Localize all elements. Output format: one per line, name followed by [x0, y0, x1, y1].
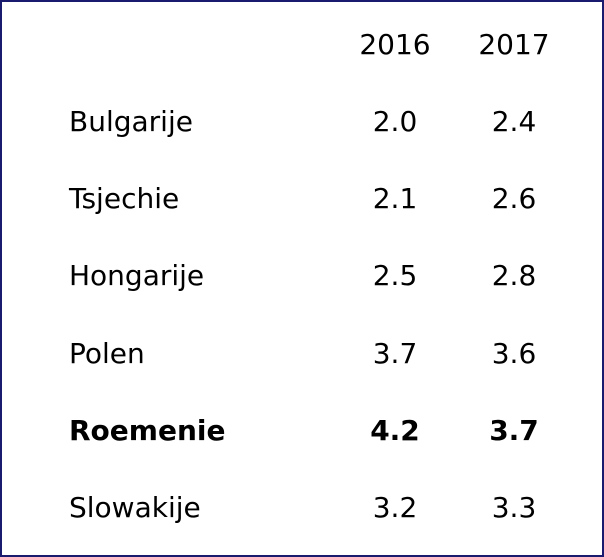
row-label: Roemenie — [69, 413, 226, 447]
cell-value: 2.6 — [491, 182, 537, 216]
cell-value: 3.7 — [489, 413, 539, 447]
cell-value: 2.5 — [372, 259, 418, 293]
column-header: 2016 — [359, 28, 431, 61]
row-label: Tsjechie — [69, 182, 180, 216]
cell-value: 3.2 — [372, 491, 418, 524]
cell-value: 3.7 — [372, 336, 418, 370]
row-label: Polen — [69, 336, 145, 370]
cell-value: 2.1 — [372, 182, 418, 216]
cell-value: 4.2 — [370, 413, 420, 447]
row-label: Slowakije — [69, 491, 201, 524]
row-label: Bulgarije — [69, 105, 193, 138]
cell-value: 3.6 — [491, 336, 537, 370]
cell-value: 3.3 — [491, 491, 537, 524]
cell-value: 2.4 — [491, 105, 537, 138]
cell-value: 2.8 — [491, 259, 537, 293]
cell-value: 2.0 — [372, 105, 418, 138]
row-label: Hongarije — [69, 259, 205, 293]
column-header: 2017 — [478, 28, 550, 61]
